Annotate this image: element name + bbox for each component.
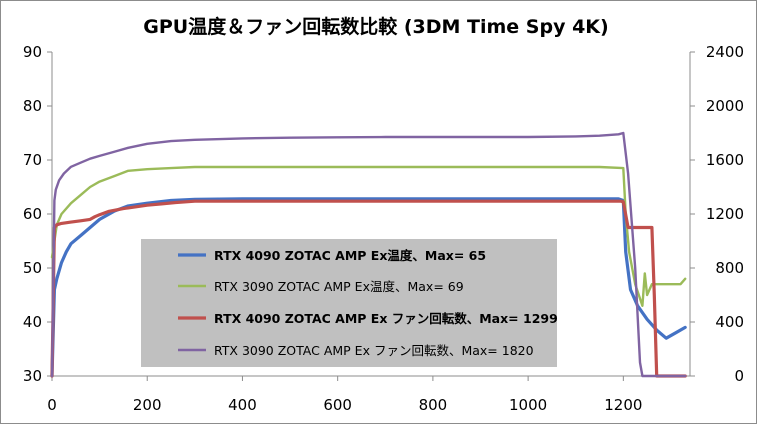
y2-tick-label: 800 [715, 259, 744, 277]
y-tick-label: 80 [23, 97, 42, 115]
series-layer [50, 131, 687, 378]
legend-label: RTX 3090 ZOTAC AMP Ex ファン回転数、Max= 1820 [214, 343, 534, 358]
y2-tick-label: 1600 [706, 151, 744, 169]
x-tick-label: 200 [133, 396, 162, 414]
series-line [50, 131, 687, 378]
x-tick-label: 400 [228, 396, 257, 414]
legend: RTX 4090 ZOTAC AMP Ex温度、Max= 65 RTX 3090 … [141, 239, 558, 367]
y2-tick-label: 400 [715, 313, 744, 331]
legend-label: RTX 4090 ZOTAC AMP Ex温度、Max= 65 [214, 248, 486, 263]
y2-tick-label: 0 [734, 367, 744, 385]
legend-label: RTX 4090 ZOTAC AMP Ex ファン回転数、Max= 1299 [214, 311, 558, 326]
x-tick-label: 600 [323, 396, 352, 414]
series-line [50, 199, 687, 378]
chart-title: GPU温度＆ファン回転数比較 (3DM Time Spy 4K) [143, 15, 608, 38]
legend-label: RTX 3090 ZOTAC AMP Ex温度、Max= 69 [214, 279, 464, 294]
y-tick-label: 90 [23, 43, 42, 61]
x-tick-label: 1200 [604, 396, 642, 414]
x-tick-label: 800 [419, 396, 448, 414]
y-tick-label: 40 [23, 313, 42, 331]
x-tick-label: 0 [47, 396, 57, 414]
y2-tick-label: 2000 [706, 97, 744, 115]
series-line [50, 197, 687, 378]
y-tick-label: 70 [23, 151, 42, 169]
x-tick-label: 1000 [509, 396, 547, 414]
series-line [50, 165, 687, 307]
legend-box [141, 239, 557, 367]
y2-tick-label: 2400 [706, 43, 744, 61]
y-tick-label: 50 [23, 259, 42, 277]
y-tick-label: 60 [23, 205, 42, 223]
y2-tick-label: 1200 [706, 205, 744, 223]
y-tick-label: 30 [23, 367, 42, 385]
